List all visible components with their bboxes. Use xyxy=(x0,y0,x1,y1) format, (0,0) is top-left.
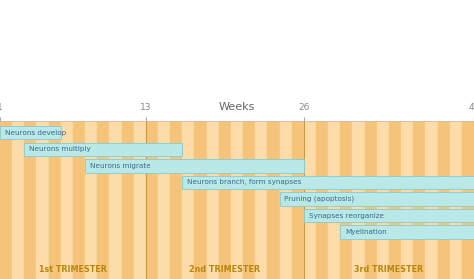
FancyBboxPatch shape xyxy=(304,209,474,222)
Bar xyxy=(365,121,377,279)
Bar xyxy=(425,121,438,279)
Text: Neurons branch, form synapses: Neurons branch, form synapses xyxy=(187,179,301,186)
Bar xyxy=(0,121,12,279)
Bar xyxy=(401,121,413,279)
Text: 2nd TRIMESTER: 2nd TRIMESTER xyxy=(189,265,260,274)
Bar xyxy=(73,121,85,279)
Text: 3rd TRIMESTER: 3rd TRIMESTER xyxy=(355,265,423,274)
Bar xyxy=(243,121,255,279)
Bar xyxy=(85,121,97,279)
Text: Weeks: Weeks xyxy=(219,102,255,112)
Bar xyxy=(328,121,340,279)
FancyBboxPatch shape xyxy=(0,126,61,140)
Bar xyxy=(146,121,158,279)
Bar xyxy=(340,121,353,279)
Bar xyxy=(280,121,292,279)
Bar xyxy=(49,121,61,279)
Bar xyxy=(182,121,194,279)
Bar xyxy=(97,121,109,279)
Bar xyxy=(12,121,24,279)
Bar xyxy=(389,121,401,279)
Bar xyxy=(413,121,425,279)
Bar xyxy=(267,121,280,279)
Bar xyxy=(377,121,389,279)
Bar xyxy=(158,121,170,279)
Text: Myelination: Myelination xyxy=(345,229,387,235)
Text: Synapses reorganize: Synapses reorganize xyxy=(309,213,384,218)
FancyBboxPatch shape xyxy=(182,176,474,189)
Text: Neurons migrate: Neurons migrate xyxy=(90,163,151,169)
Bar xyxy=(462,121,474,279)
Bar xyxy=(231,121,243,279)
Bar xyxy=(353,121,365,279)
Bar xyxy=(450,121,462,279)
Bar xyxy=(121,121,134,279)
Bar xyxy=(255,121,267,279)
Bar xyxy=(316,121,328,279)
Bar xyxy=(170,121,182,279)
Bar xyxy=(134,121,146,279)
FancyBboxPatch shape xyxy=(85,159,304,172)
Text: 1st TRIMESTER: 1st TRIMESTER xyxy=(39,265,107,274)
Bar xyxy=(438,121,450,279)
Bar xyxy=(36,121,49,279)
FancyBboxPatch shape xyxy=(340,225,474,239)
Bar xyxy=(292,121,304,279)
FancyBboxPatch shape xyxy=(280,192,474,206)
Text: Neurons develop: Neurons develop xyxy=(5,130,66,136)
Bar xyxy=(61,121,73,279)
Text: Pruning (apoptosis): Pruning (apoptosis) xyxy=(284,196,355,202)
FancyBboxPatch shape xyxy=(24,143,182,156)
Bar xyxy=(194,121,207,279)
Bar xyxy=(304,121,316,279)
Bar xyxy=(109,121,121,279)
Bar xyxy=(24,121,36,279)
Bar xyxy=(219,121,231,279)
Text: Neurons multiply: Neurons multiply xyxy=(29,146,91,152)
Bar xyxy=(207,121,219,279)
